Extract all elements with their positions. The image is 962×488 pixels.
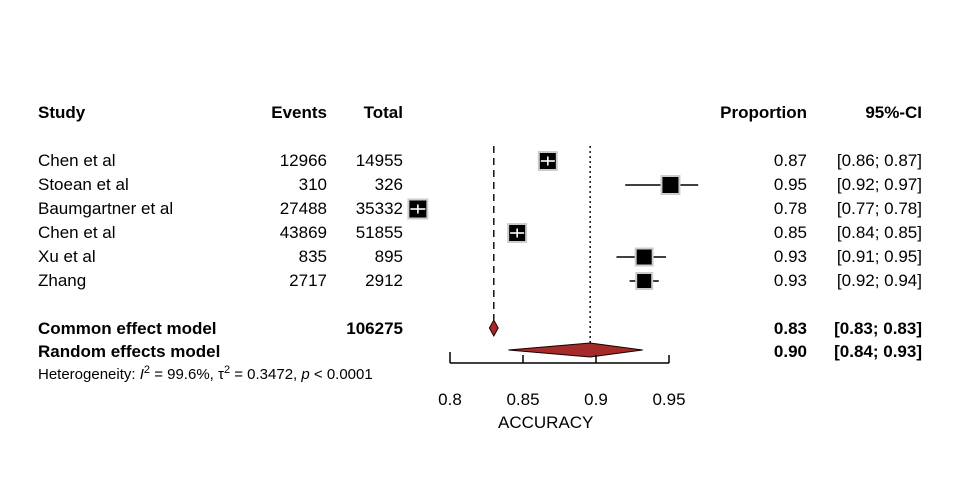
weight-square [634,247,654,267]
study-total: 2912 [365,271,403,290]
study-events: 835 [298,247,327,266]
x-axis-tick-label: 0.8 [438,390,462,409]
study-name: Xu et al [38,247,96,266]
common-effect-ci: [0.83; 0.83] [834,319,922,338]
heterogeneity-note: Heterogeneity: I2 = 99.6%, τ2 = 0.3472, … [38,365,373,384]
study-total: 35332 [355,199,403,218]
common-effect-label: Common effect model [38,319,217,338]
study-ci: [0.91; 0.95] [836,247,922,266]
x-axis-title: ACCURACY [498,413,594,432]
random-effects-proportion: 0.90 [773,342,807,361]
study-proportion: 0.93 [773,247,807,266]
random-effects-ci: [0.84; 0.93] [834,342,922,361]
column-header-proportion: Proportion [720,103,807,122]
column-header-ci: 95%-CI [865,103,922,122]
study-name: Baumgartner et al [38,199,174,218]
x-axis-tick-label: 0.85 [506,390,540,409]
column-header-total: Total [363,103,403,122]
study-proportion: 0.78 [773,199,807,218]
study-total: 14955 [355,151,403,170]
column-header-events: Events [271,103,327,122]
study-events: 12966 [279,151,327,170]
common-effect-proportion: 0.83 [773,319,807,338]
random-effects-label: Random effects model [38,342,221,361]
i-squared-value: = 99.6%, [150,366,218,383]
study-name: Chen et al [38,151,116,170]
heterogeneity-prefix: Heterogeneity: [38,366,140,383]
study-ci: [0.86; 0.87] [836,151,922,170]
study-ci: [0.84; 0.85] [836,223,922,242]
x-axis-tick-label: 0.95 [652,390,686,409]
i-squared-sup: 2 [143,364,151,376]
tau-squared-symbol: τ [218,366,224,383]
study-events: 2717 [289,271,327,290]
x-axis-tick-label: 0.9 [584,390,608,409]
study-ci: [0.77; 0.78] [836,199,922,218]
i-squared-symbol: I [139,366,144,383]
study-events: 310 [298,175,327,194]
tau-squared-value: = 0.3472, [230,366,302,383]
weight-square [635,272,654,290]
study-total: 895 [374,247,403,266]
common-effect-diamond [488,318,499,338]
tau-squared-sup: 2 [223,364,231,376]
study-ci: [0.92; 0.97] [836,175,922,194]
p-value: < 0.0001 [309,366,373,383]
study-name: Chen et al [38,223,116,242]
p-symbol: p [301,366,310,383]
weight-square [660,175,681,195]
study-proportion: 0.93 [773,271,807,290]
column-header-study: Study [38,103,86,122]
study-proportion: 0.87 [773,151,807,170]
study-proportion: 0.85 [773,223,807,242]
study-proportion: 0.95 [773,175,807,194]
common-effect-total: 106275 [346,319,403,338]
study-total: 326 [374,175,403,194]
study-events: 27488 [279,199,327,218]
study-total: 51855 [355,223,403,242]
study-name: Stoean et al [38,175,129,194]
study-name: Zhang [38,271,87,290]
study-ci: [0.92; 0.94] [836,271,922,290]
random-effects-diamond [508,342,643,358]
study-events: 43869 [279,223,327,242]
